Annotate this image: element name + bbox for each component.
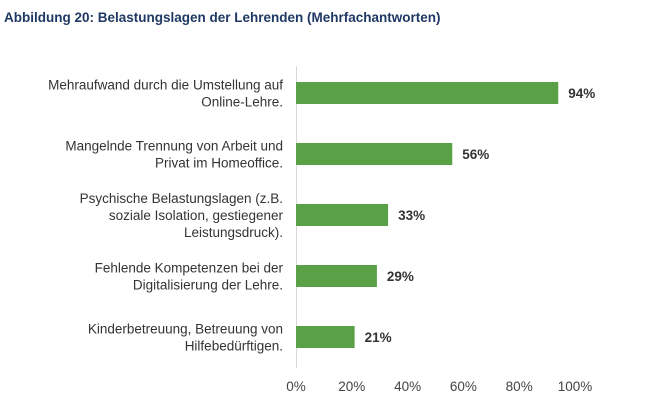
x-tick-label: 80% <box>506 379 533 394</box>
x-tick-label: 100% <box>558 379 593 394</box>
category-label: Mehraufwand durch die Umstellung auf Onli… <box>48 78 283 110</box>
data-label: 56% <box>462 147 489 162</box>
data-label: 94% <box>568 86 595 101</box>
x-tick-label: 20% <box>338 379 365 394</box>
data-label: 33% <box>398 208 425 223</box>
bar <box>296 204 389 226</box>
bar <box>296 143 453 165</box>
labels-layer: 94% Mehraufwand durch die Umstellung auf O… <box>48 78 595 354</box>
bar <box>296 265 377 287</box>
category-label: Mangelnde Trennung von Arbeit und Privat … <box>65 139 283 171</box>
x-tick-label: 60% <box>450 379 477 394</box>
category-label: Kinderbetreuung, Betreuung von Hilfebedür… <box>88 322 283 354</box>
data-label: 21% <box>365 330 392 345</box>
bar <box>296 326 355 348</box>
category-label: Psychische Belastungslagen (z.B. soziale … <box>80 191 284 240</box>
chart-title: Abbildung 20: Belastungslagen der Lehren… <box>4 10 441 25</box>
x-tick-label: 40% <box>394 379 421 394</box>
data-label: 29% <box>387 269 414 284</box>
category-label: Fehlende Kompetenzen bei der Digitalisier… <box>95 261 284 293</box>
x-tick-label: 0% <box>286 379 306 394</box>
bar <box>296 82 559 104</box>
bars-layer <box>296 82 559 348</box>
